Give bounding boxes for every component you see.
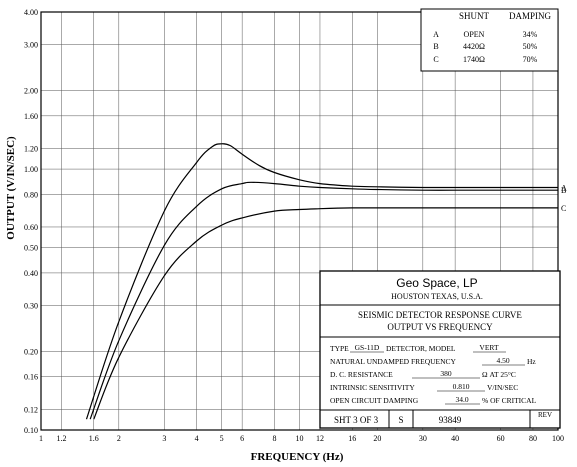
y-tick-label: 0.10 (24, 426, 38, 435)
y-tick-label: 0.16 (24, 373, 38, 382)
curve-c (93, 207, 558, 420)
sensitivity-label: INTRINSIC SENSITIVITY (330, 383, 415, 392)
y-tick-label: 2.00 (24, 87, 38, 96)
dc-resistance-unit: Ω AT 25°C (482, 370, 516, 379)
row-c-shunt: 1740Ω (463, 55, 485, 64)
sensitivity-unit: V/IN/SEC (487, 383, 518, 392)
type-label: TYPE (330, 344, 349, 353)
x-tick-label: 80 (529, 434, 537, 443)
row-c-id: C (433, 55, 438, 64)
y-tick-label: 1.20 (24, 144, 38, 153)
company-name: Geo Space, LP (396, 276, 477, 290)
curve-label-a: A (561, 184, 567, 193)
x-tick-label: 8 (272, 434, 276, 443)
frequency-value: 4.50 (496, 356, 509, 365)
row-a-id: A (433, 30, 439, 39)
y-tick-label: 0.30 (24, 302, 38, 311)
y-tick-label: 0.12 (24, 405, 38, 414)
x-tick-label: 12 (316, 434, 324, 443)
x-tick-label: 20 (373, 434, 381, 443)
frequency-unit: Hz (527, 357, 536, 366)
x-tick-label: 1.6 (89, 434, 99, 443)
curve-label-c: C (561, 204, 566, 213)
drawing-number: 93849 (439, 415, 462, 425)
x-tick-label: 60 (497, 434, 505, 443)
row-a-damping: 34% (523, 30, 538, 39)
frequency-label: NATURAL UNDAMPED FREQUENCY (330, 357, 457, 366)
damping-unit: % OF CRITICAL (482, 396, 537, 405)
revision-label: REV (538, 411, 552, 419)
y-tick-label: 0.50 (24, 244, 38, 253)
plot-frame (40, 11, 559, 431)
x-tick-label: 100 (552, 434, 564, 443)
company-location: HOUSTON TEXAS, U.S.A. (391, 292, 483, 301)
x-tick-label: 5 (220, 434, 224, 443)
dc-resistance-value: 380 (440, 369, 452, 378)
model-value: VERT (479, 343, 499, 352)
curve-label-b: B (561, 186, 566, 195)
y-axis-label: OUTPUT (V/IN/SEC) (5, 136, 17, 240)
y-tick-label: 4.00 (24, 8, 38, 17)
x-tick-label: 1 (39, 434, 43, 443)
y-tick-label: 3.00 (24, 41, 38, 50)
x-tick-label: 16 (348, 434, 356, 443)
damping-label: OPEN CIRCUIT DAMPING (330, 396, 419, 405)
y-tick-label: 1.60 (24, 112, 38, 121)
sheet-title: SEISMIC DETECTOR RESPONSE CURVE (358, 310, 522, 320)
x-tick-label: 2 (117, 434, 121, 443)
row-c-damping: 70% (523, 55, 538, 64)
row-b-shunt: 4420Ω (463, 42, 485, 51)
x-tick-label: 30 (419, 434, 427, 443)
detector-model-label: DETECTOR, MODEL (386, 344, 456, 353)
x-tick-label: 4 (195, 434, 199, 443)
x-tick-label: 1.2 (56, 434, 66, 443)
response-curves: ABC (85, 143, 567, 420)
y-tick-label: 1.00 (24, 165, 38, 174)
y-tick-label: 0.20 (24, 347, 38, 356)
size-code: S (398, 415, 403, 425)
y-tick-label: 0.80 (24, 190, 38, 199)
type-value: GS-11D (355, 343, 380, 352)
sheet-number: SHT 3 OF 3 (334, 415, 379, 425)
dc-resistance-label: D. C. RESISTANCE (330, 370, 393, 379)
sheet-subtitle: OUTPUT VS FREQUENCY (387, 322, 493, 332)
x-tick-label: 3 (162, 434, 166, 443)
x-tick-label: 6 (240, 434, 244, 443)
y-tick-label: 0.60 (24, 223, 38, 232)
row-b-damping: 50% (523, 42, 538, 51)
x-tick-label: 40 (451, 434, 459, 443)
curve-a (85, 143, 558, 420)
y-tick-labels: 0.10 0.12 0.16 0.20 0.30 0.40 0.50 0.60 0.80 1.00… (24, 8, 38, 435)
shunt-damping-table: SHUNT DAMPING A OPEN 34% B 4420Ω 50% C 1… (420, 8, 559, 72)
shunt-header: SHUNT (459, 11, 490, 21)
curve-b (89, 181, 558, 420)
row-b-id: B (433, 42, 438, 51)
x-tick-labels: 1 1.2 1.6 2 3 4 5 6 8 10 12 16 20 30 40 60 80 100 (39, 434, 564, 443)
y-tick-label: 0.40 (24, 269, 38, 278)
damping-header: DAMPING (509, 11, 552, 21)
row-a-shunt: OPEN (464, 30, 485, 39)
x-axis-label: FREQUENCY (Hz) (251, 451, 344, 463)
x-tick-label: 10 (296, 434, 304, 443)
damping-value: 34.0 (455, 395, 468, 404)
sensitivity-value: 0.810 (453, 382, 470, 391)
title-block: Geo Space, LP HOUSTON TEXAS, U.S.A. SEIS… (319, 270, 561, 429)
